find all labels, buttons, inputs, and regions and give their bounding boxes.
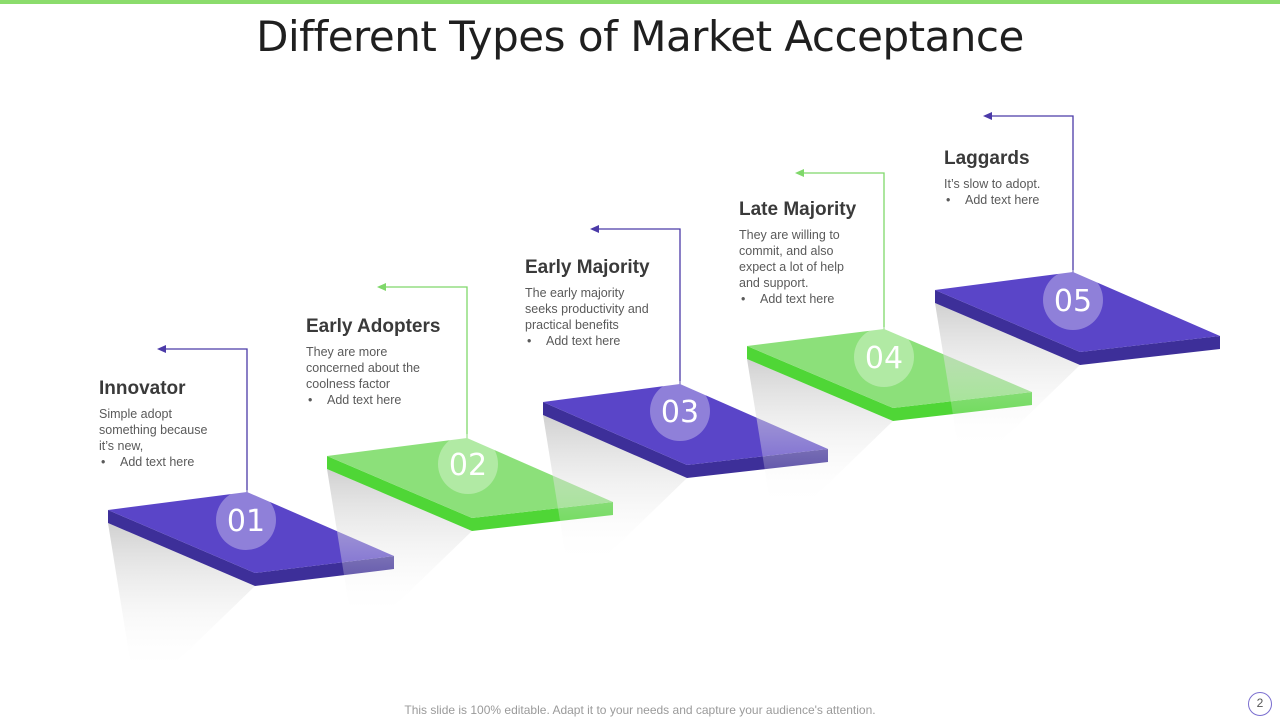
step-number-circle — [216, 490, 276, 550]
step-bullet-text: Add text here — [120, 455, 195, 469]
slab-front-edge — [108, 510, 255, 586]
step-heading: Innovator — [99, 378, 186, 399]
step-bullet: • Add text here — [308, 393, 402, 407]
slide-title: Different Types of Market Acceptance — [256, 12, 1024, 61]
connector-arrowhead — [983, 112, 992, 120]
slab-top — [935, 272, 1220, 352]
step-description: Simple adopt something because it’s new, — [99, 407, 208, 453]
connector-line — [163, 348, 248, 510]
connector-arrowhead — [795, 169, 804, 177]
step-heading: Early Majority — [525, 257, 650, 278]
step-text-innovator: Innovator Simple adopt something because… — [99, 378, 264, 470]
step-heading: Late Majority — [739, 199, 857, 220]
step-shadow — [327, 469, 472, 618]
step-number: 02 — [449, 448, 487, 483]
step-1: 01 — [108, 345, 394, 673]
step-text-early-adopters: Early Adopters They are more concerned a… — [306, 316, 471, 408]
step-heading: Early Adopters — [306, 316, 441, 337]
step-shadow — [543, 415, 687, 565]
slab-top — [108, 492, 394, 573]
top-accent-bar — [0, 0, 1280, 4]
step-text-early-majority: Early Majority The early majority seeks … — [525, 257, 690, 349]
slab-front-edge — [747, 346, 893, 421]
step-number-circle — [650, 381, 710, 441]
footer-note: This slide is 100% editable. Adapt it to… — [404, 703, 876, 717]
connector-arrowhead — [157, 345, 166, 353]
step-bullet: • Add text here — [741, 292, 835, 306]
step-number-circle — [854, 327, 914, 387]
step-number-circle — [438, 434, 498, 494]
step-2: 02 — [327, 283, 613, 618]
slab-side-edge — [1080, 336, 1220, 365]
step-bullet-text: Add text here — [327, 393, 402, 407]
step-shadow — [108, 523, 255, 673]
step-bullet: • Add text here — [101, 455, 195, 469]
slab-top — [327, 438, 613, 518]
step-bullet-text: Add text here — [965, 193, 1040, 207]
step-number: 01 — [227, 504, 265, 539]
connector-line — [989, 115, 1074, 290]
slab-front-edge — [327, 456, 472, 531]
step-number: 05 — [1054, 284, 1092, 319]
connector-line — [383, 286, 468, 454]
step-number: 03 — [661, 395, 699, 430]
step-number-circle — [1043, 270, 1103, 330]
slab-front-edge — [935, 290, 1080, 365]
connector-arrowhead — [590, 225, 599, 233]
step-bullet: • Add text here — [527, 334, 621, 348]
connector-line — [596, 228, 681, 401]
slab-top — [543, 384, 828, 465]
step-description: They are more concerned about the coolne… — [306, 345, 420, 391]
step-bullet-text: Add text here — [546, 334, 621, 348]
step-5: 05 — [935, 112, 1220, 452]
step-number: 04 — [865, 341, 903, 376]
step-shadow — [935, 303, 1080, 452]
page-number: 2 — [1248, 692, 1272, 716]
step-shadow — [747, 359, 893, 508]
step-heading: Laggards — [944, 148, 1030, 169]
step-bullet: • Add text here — [946, 193, 1040, 207]
step-description: It’s slow to adopt. — [944, 177, 1041, 191]
step-text-late-majority: Late Majority They are willing to commit… — [739, 199, 904, 307]
step-text-laggards: Laggards It’s slow to adopt. • Add text h… — [944, 148, 1109, 208]
slab-front-edge — [543, 402, 687, 478]
step-description: They are willing to commit, and also exp… — [739, 228, 844, 290]
step-bullet-text: Add text here — [760, 292, 835, 306]
connector-line — [801, 172, 885, 347]
step-description: The early majority seeks productivity an… — [525, 286, 649, 332]
connector-arrowhead — [377, 283, 386, 291]
step-3: 03 — [543, 225, 828, 565]
